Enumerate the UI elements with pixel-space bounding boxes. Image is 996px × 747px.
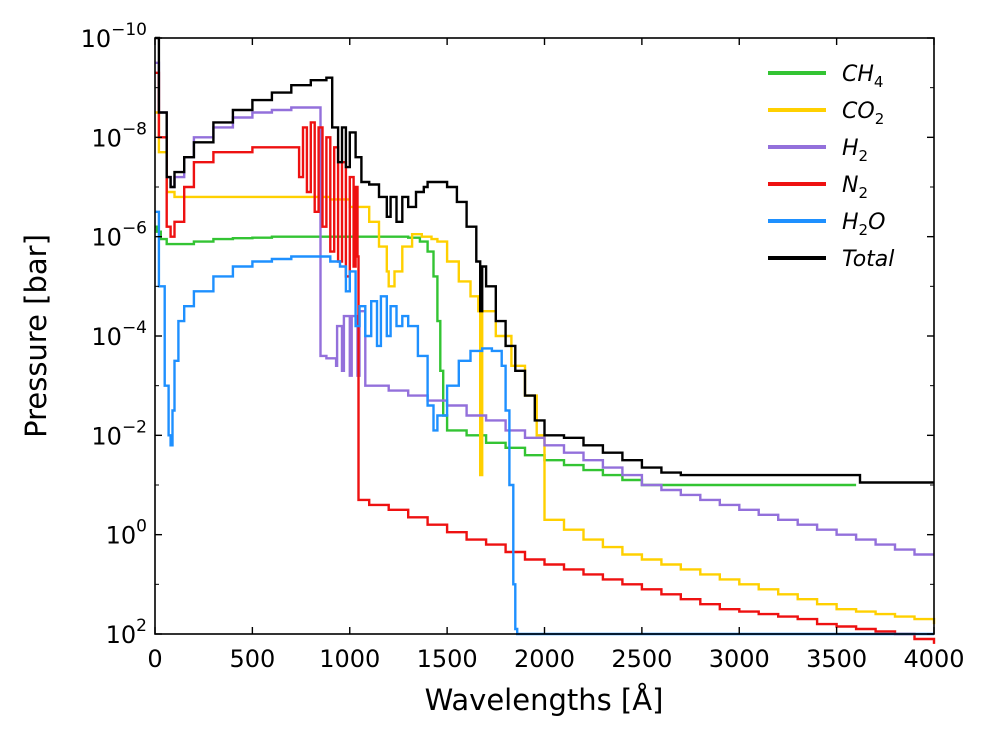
y-axis-ticks: 10−10 10−8 10−6 10−4 10−2 100 102 [81, 20, 934, 649]
series-line-n2 [155, 71, 936, 644]
y-tick-label: 10−4 [91, 318, 147, 351]
x-tick-label: 1500 [417, 645, 478, 673]
x-tick-label: 1000 [319, 645, 380, 673]
legend-label-h2: H2 [842, 136, 868, 165]
legend-label-n2: N2 [842, 173, 868, 202]
x-tick-label: 3500 [806, 645, 867, 673]
legend-label-total: Total [842, 247, 894, 272]
legend-label-h2o: H2O [842, 210, 885, 239]
x-tick-label: 500 [229, 645, 275, 673]
legend: CH4 CO2 H2 N2 H2O Total [768, 62, 894, 272]
plot-background [155, 38, 934, 634]
y-tick-label: 102 [106, 616, 147, 649]
x-tick-label: 2500 [611, 645, 672, 673]
legend-label-ch4: CH4 [842, 62, 883, 91]
y-tick-label: 10−6 [91, 219, 147, 252]
series-line-h2o [155, 210, 934, 636]
x-tick-label: 4000 [903, 645, 964, 673]
legend-label-co2: CO2 [842, 99, 884, 128]
x-axis-ticks: 0 500 1000 1500 2000 2500 3000 3500 4000 [147, 38, 965, 673]
series-line-ch4 [155, 225, 857, 487]
x-tick-label: 0 [147, 645, 162, 673]
y-tick-label: 100 [106, 517, 147, 550]
series-layer [155, 36, 936, 644]
y-tick-label: 10−10 [81, 20, 147, 53]
x-tick-label: 2000 [514, 645, 575, 673]
y-axis-label: Pressure [bar] [19, 234, 53, 438]
x-axis-label: Wavelengths [Å] [425, 683, 664, 717]
series-line-total [155, 36, 934, 484]
y-tick-label: 10−2 [91, 417, 147, 450]
y-tick-label: 10−8 [91, 119, 147, 152]
x-tick-label: 3000 [709, 645, 770, 673]
